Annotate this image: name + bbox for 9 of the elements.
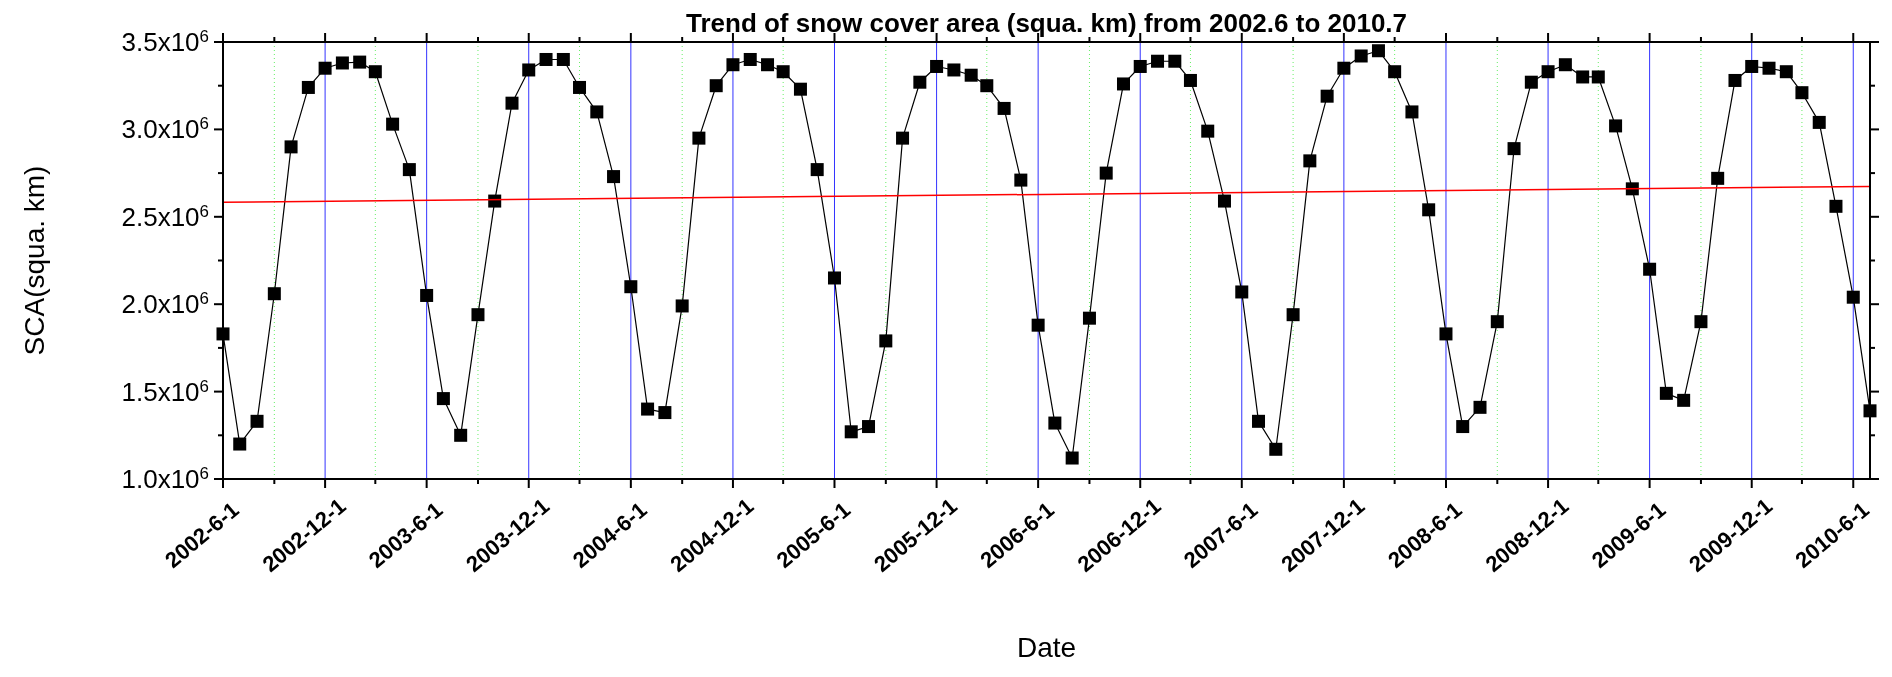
y-tick-label: 2.5x10$^{6}$ — [121, 201, 209, 232]
chart-title: Trend of snow cover area (squa. km) from 2002.6 to 2010.7 — [685, 8, 1408, 38]
y-tick-label: 1.0x10$^{6}$ — [121, 463, 209, 494]
y-tick-label: 2.0x10$^{6}$ — [121, 288, 209, 320]
y-tick-label: 3.5x10$^{6}$ — [121, 26, 209, 57]
y-tick-label: 3.0x10$^{6}$ — [121, 113, 209, 145]
y-axis-title: SCA(squa. km) — [19, 165, 50, 356]
y-tick-label: 1.5x10$^{6}$ — [121, 376, 209, 407]
x-axis-title: Date — [1016, 632, 1077, 663]
